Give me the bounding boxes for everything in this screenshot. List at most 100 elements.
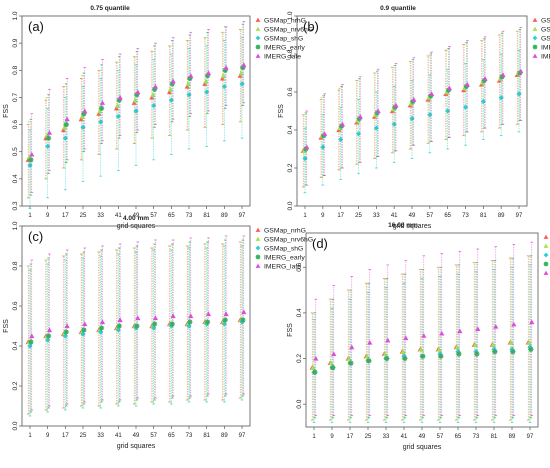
data-point: [532, 44, 538, 50]
data-point: [418, 346, 424, 352]
data-point: [134, 92, 140, 98]
data-point: [255, 17, 261, 22]
data-point: [532, 17, 538, 22]
data-point: [391, 121, 397, 127]
legend: GSMap_nrhGGSMap_nrv6hGGSMap_shGIMERG_ear…: [255, 227, 313, 271]
x-tick-label: 49: [133, 433, 140, 439]
legend: GSMap_nrhGGSMap_nrv6hGGSMap_shGIMERG_ear…: [543, 234, 549, 275]
data-point: [99, 100, 106, 105]
data-point: [96, 111, 102, 116]
data-point: [131, 100, 137, 105]
data-point: [543, 261, 549, 267]
data-point: [328, 360, 334, 366]
data-point: [116, 97, 122, 103]
data-point: [45, 135, 52, 141]
data-point: [98, 105, 105, 111]
data-point: [411, 97, 417, 102]
data-point: [223, 311, 229, 317]
x-tick-label: 89: [498, 213, 505, 219]
data-point: [186, 323, 192, 329]
data-point: [205, 70, 212, 76]
data-point: [474, 351, 480, 357]
series-IMERG_early: [28, 23, 246, 196]
data-point: [185, 81, 191, 86]
data-point: [82, 108, 88, 114]
data-point: [81, 111, 87, 117]
data-point: [170, 313, 176, 319]
y-tick-label: 0.6: [12, 301, 19, 310]
x-tick-label: 57: [426, 213, 433, 219]
x-tick-label: 65: [455, 434, 462, 440]
data-point: [255, 227, 261, 232]
series-IMERG_early: [312, 255, 534, 419]
data-point: [79, 113, 85, 119]
x-tick-label: 89: [509, 434, 516, 440]
data-point: [113, 105, 120, 111]
panel-title: 4.00 mm: [123, 215, 149, 222]
x-tick-label: 73: [186, 213, 193, 219]
y-tick-label: 0.0: [287, 201, 294, 210]
legend-label: GSMap_shG: [264, 246, 303, 253]
data-point: [498, 95, 504, 101]
data-point: [99, 319, 106, 325]
y-tick-label: 0.4: [12, 341, 19, 350]
data-point: [532, 35, 538, 41]
y-axis-label: FSS: [287, 323, 294, 337]
x-tick-label: 1: [28, 213, 32, 219]
x-tick-label: 97: [516, 213, 523, 219]
data-point: [152, 83, 159, 89]
data-point: [151, 325, 157, 331]
data-point: [429, 91, 435, 96]
data-point: [205, 311, 212, 317]
data-point: [27, 343, 33, 349]
data-point: [134, 323, 140, 329]
data-point: [184, 83, 190, 89]
data-point: [46, 327, 53, 333]
data-point: [219, 75, 226, 81]
series-GSMap_shG: [302, 49, 522, 194]
legend-label: GSMap_nrhG: [264, 18, 306, 25]
data-point: [384, 355, 390, 362]
y-tick-label: 1.0: [12, 11, 19, 20]
series-GSMap_nrhG: [25, 29, 243, 199]
data-point: [62, 333, 68, 339]
data-point: [532, 53, 538, 58]
data-point: [46, 130, 53, 135]
data-point: [98, 325, 105, 331]
y-tick-label: 1.0: [287, 11, 294, 20]
data-point: [115, 327, 121, 333]
data-point: [151, 321, 158, 327]
x-tick-label: 49: [133, 213, 140, 219]
legend-label: GSMap_nrv6hG: [264, 237, 313, 244]
data-point: [509, 346, 515, 352]
data-point: [349, 344, 355, 350]
panel-title: 16.00 mm: [388, 222, 418, 229]
panel-letter: (c): [28, 229, 43, 244]
data-point: [135, 315, 141, 321]
data-point: [151, 102, 157, 109]
data-point: [240, 64, 246, 71]
y-tick-label: 0.8: [12, 261, 19, 270]
data-point: [322, 131, 328, 136]
series-IMERG_late: [29, 235, 247, 411]
data-point: [255, 35, 261, 41]
data-point: [45, 333, 52, 339]
y-tick-label: 0.6: [296, 262, 303, 271]
data-point: [204, 319, 211, 325]
data-point: [63, 329, 69, 335]
data-point: [464, 81, 470, 87]
data-point: [348, 360, 354, 366]
data-point: [364, 353, 370, 359]
data-point: [400, 349, 406, 354]
y-axis-label: FSS: [278, 104, 285, 118]
panel-c: 4.00 mm (c) 0.0 0.2 0.4 0.6 0.8 1.0 FSS 1 9 17 25 33 4…: [3, 215, 313, 450]
data-point: [240, 317, 246, 323]
data-point: [187, 319, 193, 325]
data-point: [81, 327, 87, 333]
x-tick-label: 33: [97, 213, 104, 219]
y-tick-label: 1.0: [12, 221, 19, 230]
x-tick-label: 97: [239, 433, 246, 439]
data-point: [456, 351, 462, 357]
panel-d: 16.00 mm (d) 0.0 0.2 0.4 0.6 FSS 1 9 17 25 33 41 49 57…: [287, 222, 549, 451]
series-GSMap_nrv6hG: [301, 30, 521, 188]
